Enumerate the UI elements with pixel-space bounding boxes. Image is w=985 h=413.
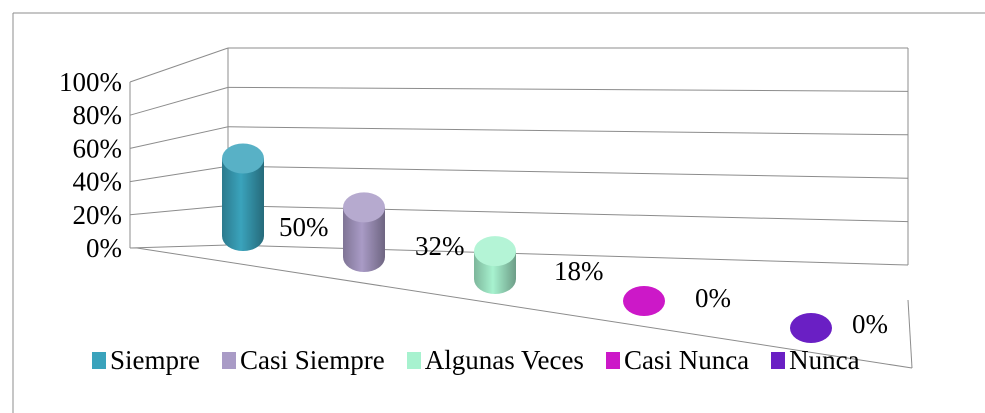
legend-swatch — [605, 351, 620, 369]
legend-label: Algunas Veces — [424, 344, 584, 375]
bar-casi-siempre — [343, 192, 385, 272]
legend: Siempre Casi Siempre Algunas Veces Casi Nun… — [92, 340, 972, 380]
bar-base — [790, 313, 832, 343]
y-tick-label: 60% — [73, 133, 123, 163]
bar-top — [474, 236, 516, 267]
legend-item: Siempre — [92, 345, 200, 376]
bar-top — [343, 192, 385, 223]
y-tick-label: 0% — [86, 233, 122, 263]
legend-item: Nunca — [771, 344, 860, 376]
floor-right-edge — [907, 299, 913, 369]
bar-body — [222, 158, 264, 251]
gridline-back — [227, 205, 909, 223]
gridline-side — [129, 126, 229, 149]
legend-item: Algunas Veces — [406, 344, 584, 376]
data-label: 18% — [554, 256, 604, 286]
legend-label: Siempre — [110, 344, 200, 375]
data-label: 32% — [415, 231, 465, 261]
gridlines — [129, 47, 913, 369]
legend-item: Casi Nunca — [605, 344, 750, 376]
bar-siempre — [222, 143, 264, 251]
gridline-back — [227, 126, 909, 136]
bar-nunca — [790, 313, 832, 343]
gridline-side — [129, 205, 229, 216]
bars — [222, 143, 832, 343]
y-tick-label: 40% — [73, 167, 123, 197]
legend-swatch — [406, 351, 421, 369]
gridline-side — [129, 47, 229, 83]
legend-label: Nunca — [789, 344, 860, 375]
gridline-side — [129, 244, 229, 249]
data-labels: 50% 32% 18% 0% 0% — [279, 212, 888, 339]
y-tick-label: 100% — [59, 67, 122, 97]
bar-algunas-veces — [474, 236, 516, 294]
gridline-side — [129, 86, 229, 116]
bar-base — [623, 286, 665, 316]
gridline-back — [227, 165, 909, 179]
gridline-side — [129, 165, 229, 183]
legend-label: Casi Nunca — [623, 344, 750, 375]
floor-front-edge — [136, 247, 913, 369]
bar-top — [222, 143, 264, 174]
gridline-back — [227, 86, 909, 92]
y-tick-label: 20% — [73, 200, 123, 230]
y-tick-label: 80% — [73, 100, 123, 130]
data-label: 50% — [279, 212, 329, 242]
data-label: 0% — [852, 309, 888, 339]
legend-label: Casi Siempre — [239, 344, 385, 375]
legend-swatch — [92, 351, 106, 369]
chart-frame — [12, 12, 985, 413]
bar-body — [343, 207, 385, 272]
data-label: 0% — [695, 283, 731, 313]
legend-swatch — [771, 351, 786, 369]
gridline-back — [227, 244, 909, 266]
bar-casi-nunca — [623, 286, 665, 316]
legend-item: Casi Siempre — [221, 344, 385, 376]
legend-swatch — [221, 351, 236, 369]
y-axis-ticks: 0%20%40% 60%80%100% — [59, 67, 122, 263]
